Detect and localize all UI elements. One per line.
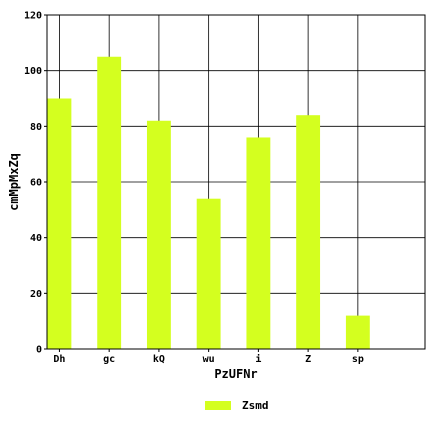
bar-wu: [196, 198, 221, 349]
y-tick-label: 80: [30, 122, 42, 133]
x-tick-label: gc: [103, 354, 115, 365]
y-axis-title: cmMpMxZq: [7, 153, 21, 211]
y-tick-label: 100: [24, 66, 42, 77]
bar-gc: [97, 56, 122, 349]
bars: [47, 56, 370, 350]
y-tick-label: 120: [24, 11, 42, 22]
bar-Dh: [47, 98, 72, 349]
x-tick-label: Z: [305, 354, 311, 365]
y-axis-ticks: 0 20 40 60 80 100 120: [24, 11, 47, 356]
y-tick-label: 0: [36, 345, 42, 356]
x-tick-label: kQ: [153, 354, 165, 365]
x-tick-label: sp: [352, 354, 364, 365]
x-axis-title: PzUFNr: [214, 367, 257, 381]
bar-Z: [296, 115, 321, 349]
x-tick-label: wu: [203, 354, 215, 365]
x-tick-label: Dh: [53, 354, 65, 365]
x-tick-label: i: [255, 353, 261, 365]
legend: Zsmd: [205, 399, 269, 412]
bar-kQ: [146, 120, 171, 350]
legend-label: Zsmd: [242, 399, 269, 412]
y-tick-label: 60: [30, 178, 42, 189]
y-tick-label: 40: [30, 233, 42, 244]
legend-swatch: [205, 401, 231, 410]
y-tick-label: 20: [30, 289, 42, 300]
bar-i: [246, 137, 271, 349]
bar-sp: [345, 315, 370, 349]
